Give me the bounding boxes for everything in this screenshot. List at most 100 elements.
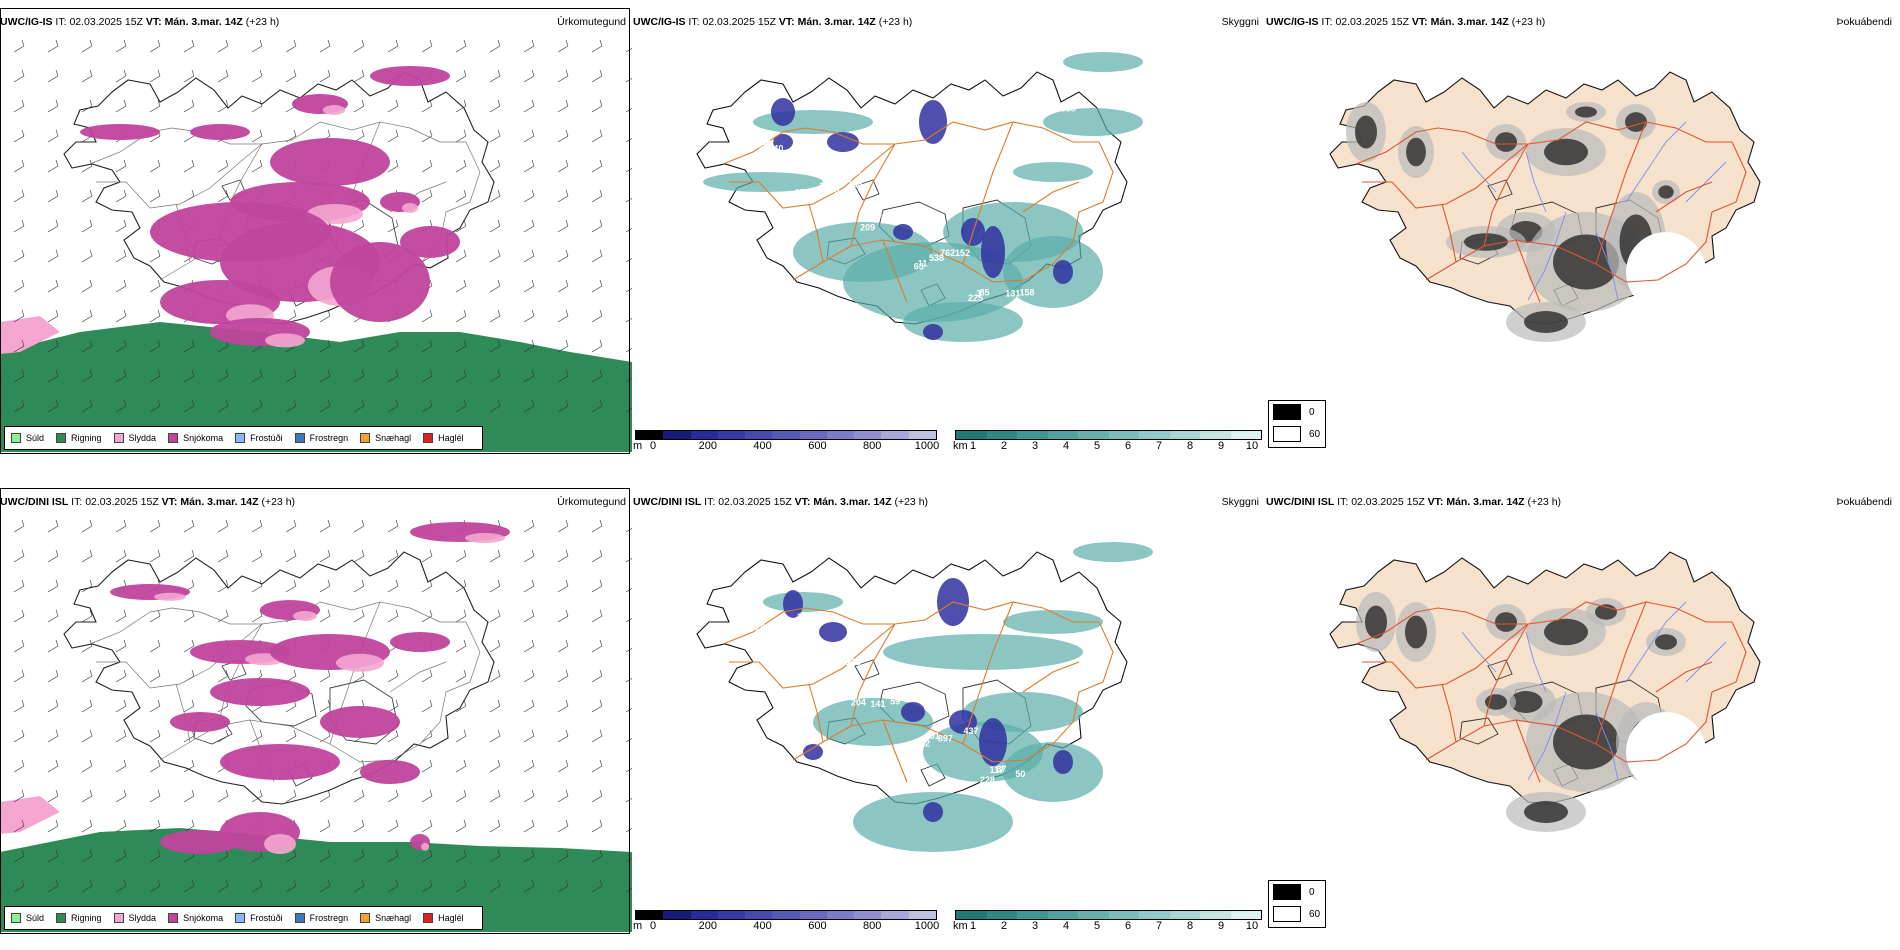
cloud-base-area (893, 224, 913, 240)
road (89, 607, 262, 645)
cloud-base-label: 27 (1048, 588, 1058, 598)
legend-item: Slydda (113, 913, 156, 923)
colorbar-unit: km (953, 440, 968, 452)
road (962, 601, 1014, 745)
fog-legend-row: 0 (1269, 401, 1325, 423)
legend-item: Frostregn (294, 913, 348, 923)
legend-swatch (235, 433, 246, 443)
glacier-outline (1459, 717, 1499, 745)
colorbar-tick: 400 (753, 440, 772, 452)
fog-map (1266, 512, 1898, 932)
legend-item: Snæhagl (360, 433, 411, 443)
cloud-base-label: 209 (860, 223, 875, 233)
glacier-outline (854, 659, 880, 681)
panel-header: UWC/DINI ISL IT: 02.03.2025 15Z VT: Mán.… (1266, 496, 1562, 508)
glacier-outline (1487, 179, 1513, 201)
colorbar-unit: m (633, 920, 643, 932)
panel-header: UWC/IG-IS IT: 02.03.2025 15Z VT: Mán. 3.… (0, 16, 280, 28)
legend-item: Slydda (113, 433, 156, 443)
sleet-area (465, 533, 505, 543)
snow-area (330, 242, 430, 322)
visibility-area (703, 172, 823, 192)
road (792, 621, 1114, 763)
river (1461, 631, 1497, 673)
colorbar-tick: 5 (1093, 440, 1101, 452)
clear-area (1626, 232, 1706, 312)
cloud-base-label: 538 (929, 253, 944, 263)
fog-area (1495, 612, 1517, 632)
road (1441, 203, 1457, 263)
precip-map (0, 32, 632, 452)
fog-legend-label: 0 (1309, 886, 1315, 898)
cloud-base-label: 106 (770, 621, 785, 631)
cloud-base-label: 88 (793, 133, 803, 143)
cloud-base-area (1053, 260, 1073, 284)
legend-swatch (168, 913, 179, 923)
sleet-area (154, 592, 186, 601)
cloud-base-label: 50 (1015, 769, 1025, 779)
legend-item: Frostúði (235, 913, 283, 923)
colorbar-tick: 6 (1124, 440, 1132, 452)
road (1483, 623, 1529, 727)
legend-label: Snæhagl (375, 433, 412, 443)
cloud-base-label: 77 (1038, 100, 1048, 110)
cloud-base-label: 208 (755, 622, 770, 632)
cloud-base-label: 59 (890, 697, 900, 707)
snow-area (400, 226, 460, 258)
cloud-base-label: 28 (912, 741, 922, 751)
colorbar-tick: 10 (1245, 920, 1259, 932)
colorbar-tick: 4 (1062, 440, 1070, 452)
legend-item: Frostregn (294, 433, 348, 443)
cloud-base-label: 36 (810, 136, 820, 146)
fog-legend: 0 60 (1268, 880, 1326, 928)
visibility-area (963, 692, 1083, 732)
legend-swatch (294, 913, 305, 923)
road (217, 623, 263, 727)
road (1355, 607, 1528, 645)
cloud-base-label: 588 (1061, 104, 1076, 114)
snow-area (210, 678, 310, 706)
fog-area (1405, 615, 1427, 649)
colorbar-tick: 10 (1245, 440, 1259, 452)
snow-area (370, 66, 450, 86)
snow-area (320, 706, 400, 738)
colorbar-tick: 8 (1186, 440, 1194, 452)
cloud-base-area (981, 226, 1005, 278)
road (1022, 181, 1080, 213)
sleet-area (421, 842, 429, 851)
road (1483, 143, 1529, 247)
legend-swatch (11, 433, 21, 443)
road (96, 601, 466, 689)
rain-area (0, 322, 632, 452)
colorbar-tick: 800 (863, 440, 882, 452)
ceiling-visibility-panel: UWC/IG-IS IT: 02.03.2025 15Z VT: Mán. 3.… (633, 0, 1265, 464)
cloud-base-label: 87 (996, 764, 1006, 774)
cloud-base-label: 3 (977, 288, 982, 298)
panel-header: UWC/IG-IS IT: 02.03.2025 15Z VT: Mán. 3.… (633, 16, 913, 28)
snow-area (170, 712, 230, 732)
cloud-base-label: 37 (797, 612, 807, 622)
legend-label: Frostúði (250, 433, 283, 443)
legend-item: Snjókoma (168, 433, 223, 443)
fog-legend-label: 60 (1309, 428, 1321, 440)
road (850, 143, 896, 247)
cloud-base-label: 369 (820, 181, 835, 191)
fog-area (1355, 115, 1377, 149)
fog-legend-swatch (1273, 906, 1301, 922)
colorbar-tick: 600 (808, 920, 827, 932)
road (882, 719, 908, 783)
cloud-base-area (949, 710, 977, 734)
colorbars: m 0 200 400 600 800 1000 km 1 2 3 4 5 6 7 8 9 10 (633, 910, 1265, 936)
cloud-base-area (819, 622, 847, 642)
colorbar-tick: 200 (698, 920, 717, 932)
cloud-base-label: 117 (990, 765, 1005, 775)
fog-area (1524, 801, 1568, 823)
legend-swatch (235, 913, 246, 923)
visibility-area (1013, 162, 1093, 182)
road (729, 601, 1099, 689)
cloud-base-area (773, 134, 793, 150)
legend-label: Snæhagl (375, 913, 412, 923)
cloud-base-label: 82 (779, 623, 789, 633)
snow-area (390, 632, 450, 652)
legend-item: Frostúði (235, 433, 283, 443)
